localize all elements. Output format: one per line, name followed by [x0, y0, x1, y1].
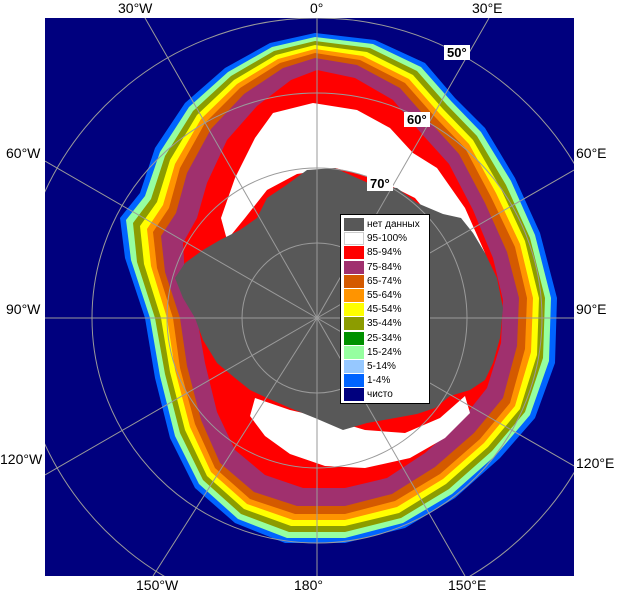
- lon-label-60w: 60°W: [6, 145, 41, 161]
- lon-label-150w: 150°W: [136, 577, 179, 593]
- legend-swatch: [344, 246, 364, 260]
- legend-item: чисто: [344, 388, 393, 402]
- legend: нет данных 95-100% 85-94% 75-84% 65-74% 55-64…: [340, 214, 430, 404]
- legend-label: 45-54%: [367, 304, 402, 316]
- map-svg: [45, 18, 574, 576]
- legend-item: 95-100%: [344, 232, 408, 246]
- legend-item: 25-34%: [344, 331, 402, 345]
- legend-label: 55-64%: [367, 290, 402, 301]
- lat-label-70: 70°: [367, 176, 393, 191]
- legend-label: 5-14%: [367, 361, 396, 372]
- lon-label-30w: 30°W: [118, 0, 153, 16]
- legend-label: 95-100%: [367, 233, 408, 245]
- legend-label: 85-94%: [367, 247, 402, 259]
- legend-item: 35-44%: [344, 317, 402, 331]
- legend-item: 85-94%: [344, 246, 402, 260]
- legend-label: 65-74%: [367, 275, 402, 287]
- legend-swatch: [344, 303, 364, 317]
- legend-swatch: [344, 331, 364, 345]
- legend-swatch: [344, 260, 364, 274]
- legend-item: 75-84%: [344, 260, 402, 274]
- lon-label-120e: 120°E: [576, 455, 615, 471]
- legend-label: 75-84%: [367, 261, 402, 273]
- legend-item: нет данных: [344, 218, 420, 231]
- lon-label-150e: 150°E: [448, 577, 487, 593]
- lon-label-60e: 60°E: [576, 145, 607, 161]
- legend-label: 1-4%: [367, 375, 391, 387]
- legend-item: 5-14%: [344, 360, 396, 373]
- meridian-150w: [152, 317, 318, 576]
- legend-label: чисто: [367, 389, 393, 401]
- ice-concentration-map: [45, 18, 574, 576]
- ice-band-95-100-north: [221, 103, 489, 288]
- meridian-120w: [45, 317, 318, 476]
- legend-item: 55-64%: [344, 289, 401, 302]
- legend-swatch: [344, 388, 364, 402]
- lon-label-0: 0°: [310, 0, 324, 16]
- legend-label: нет данных: [367, 219, 420, 230]
- lon-label-30e: 30°E: [472, 0, 503, 16]
- meridian-60w: [45, 160, 318, 319]
- legend-item: 1-4%: [344, 374, 391, 388]
- legend-item: 65-74%: [344, 274, 402, 288]
- lon-label-180: 180°: [294, 577, 323, 593]
- meridian-30w: [144, 18, 318, 319]
- legend-label: 15-24%: [367, 346, 402, 358]
- legend-swatch: [344, 274, 364, 288]
- legend-swatch: [344, 232, 364, 246]
- legend-swatch: [344, 374, 364, 388]
- lat-label-60: 60°: [404, 112, 430, 127]
- legend-label: 25-34%: [367, 332, 402, 344]
- lon-label-90w: 90°W: [6, 301, 41, 317]
- lon-label-120w: 120°W: [0, 451, 43, 467]
- lon-label-90e: 90°E: [576, 301, 607, 317]
- legend-item: 45-54%: [344, 303, 402, 317]
- legend-swatch: [344, 218, 364, 231]
- legend-swatch: [344, 345, 364, 359]
- legend-label: 35-44%: [367, 318, 402, 330]
- legend-swatch: [344, 317, 364, 331]
- legend-swatch: [344, 289, 364, 302]
- legend-item: 15-24%: [344, 345, 402, 359]
- lat-label-50: 50°: [444, 45, 470, 60]
- legend-swatch: [344, 360, 364, 373]
